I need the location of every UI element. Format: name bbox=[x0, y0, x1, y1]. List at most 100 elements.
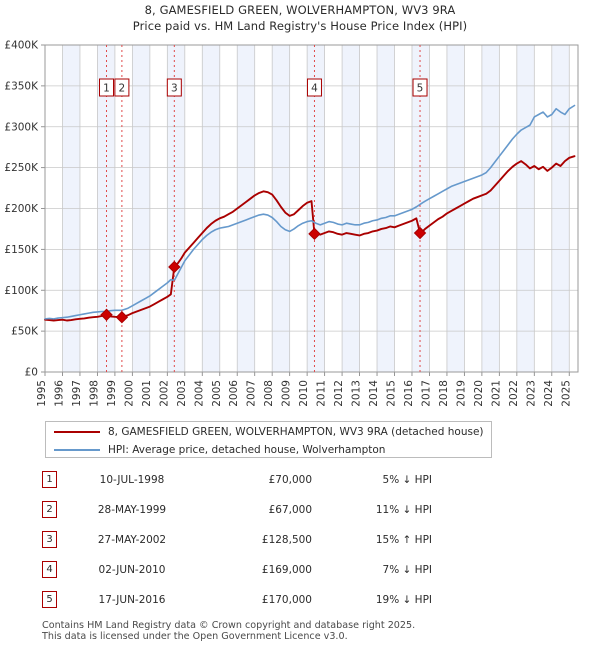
x-axis-tick-label: 2013 bbox=[351, 380, 363, 407]
x-axis-tick-label: 2015 bbox=[386, 380, 398, 407]
transaction-date: 10-JUL-1998 bbox=[99, 473, 165, 486]
x-axis-tick-label: 2020 bbox=[473, 380, 485, 407]
table-row: 3 27-MAY-2002 £128,500 15% ↑ HPI bbox=[42, 528, 502, 551]
annotation-label-text: 3 bbox=[171, 83, 178, 95]
x-axis-tick-label: 2012 bbox=[333, 380, 345, 407]
legend-label-hpi: HPI: Average price, detached house, Wolv… bbox=[108, 443, 386, 456]
y-axis-tick-label: £250K bbox=[4, 162, 39, 174]
x-axis-tick-label: 2001 bbox=[141, 380, 153, 407]
transaction-marker[interactable] bbox=[100, 308, 113, 321]
page-title: 8, GAMESFIELD GREEN, WOLVERHAMPTON, WV3 … bbox=[0, 2, 600, 34]
transaction-date: 27-MAY-2002 bbox=[97, 533, 167, 546]
chart-area: £0 £50K £100K £150K £200K £250K £300K £350K £400… bbox=[4, 40, 579, 407]
legend-label-property: 8, GAMESFIELD GREEN, WOLVERHAMPTON, WV3 … bbox=[108, 425, 484, 438]
transaction-marker[interactable] bbox=[413, 226, 427, 240]
y-axis-tick-label: £400K bbox=[4, 40, 39, 52]
transaction-price: £169,000 bbox=[261, 563, 312, 576]
annotation-label-box[interactable] bbox=[99, 78, 115, 97]
y-axis-tick-label: £200K bbox=[4, 203, 39, 215]
footer-line-licence: This data is licensed under the Open Gov… bbox=[42, 631, 348, 642]
transaction-hpi-delta: 7% ↓ HPI bbox=[382, 563, 432, 576]
transaction-index-badge: 4 bbox=[42, 561, 57, 578]
transaction-hpi-delta: 15% ↑ HPI bbox=[375, 533, 432, 546]
x-axis-tick-label: 2024 bbox=[543, 380, 555, 407]
transaction-price: £67,000 bbox=[268, 503, 312, 516]
legend-line-swatch-blue-icon bbox=[54, 448, 100, 451]
annotation-label-box[interactable] bbox=[412, 78, 428, 97]
x-axis-tick-label: 2021 bbox=[490, 380, 502, 407]
x-axis-tick-label: 2004 bbox=[193, 380, 205, 407]
x-axis-tick-label: 2003 bbox=[176, 380, 188, 407]
legend-line-swatch-red-icon bbox=[54, 430, 100, 433]
x-axis-tick-label: 2006 bbox=[228, 380, 240, 407]
x-axis-tick-label: 2008 bbox=[263, 380, 275, 407]
x-axis-tick-label: 2010 bbox=[298, 380, 310, 407]
transactions-table: 1 10-JUL-1998 £70,000 5% ↓ HPI 2 28-MAY-1999 £… bbox=[42, 468, 502, 618]
y-axis-tick-label: £50K bbox=[11, 326, 39, 338]
transaction-marker[interactable] bbox=[115, 311, 129, 324]
transaction-price: £128,500 bbox=[261, 533, 312, 546]
x-axis-tick-label: 1999 bbox=[106, 380, 118, 407]
chart-legend: 8, GAMESFIELD GREEN, WOLVERHAMPTON, WV3 … bbox=[45, 421, 492, 458]
title-line-subtitle: Price paid vs. HM Land Registry's House … bbox=[132, 19, 468, 33]
x-axis-tick-label: 1996 bbox=[53, 380, 65, 407]
legend-entry-hpi: HPI: Average price, detached house, Wolv… bbox=[46, 441, 491, 458]
x-axis-tick-label: 2000 bbox=[123, 380, 135, 407]
transaction-price: £70,000 bbox=[268, 473, 312, 486]
x-axis-tick-label: 2017 bbox=[420, 380, 432, 407]
transaction-marker[interactable] bbox=[168, 260, 181, 274]
transaction-index-badge: 1 bbox=[42, 471, 57, 488]
table-row: 1 10-JUL-1998 £70,000 5% ↓ HPI bbox=[42, 468, 502, 491]
legend-entry-property: 8, GAMESFIELD GREEN, WOLVERHAMPTON, WV3 … bbox=[46, 423, 491, 440]
x-axis-tick-label: 2002 bbox=[158, 380, 170, 407]
annotation-label-box[interactable] bbox=[166, 78, 182, 97]
annotation-label-text: 1 bbox=[103, 83, 110, 95]
y-axis-tick-label: £300K bbox=[4, 121, 39, 133]
x-axis-tick-label: 2019 bbox=[455, 380, 467, 407]
transaction-hpi-delta: 19% ↓ HPI bbox=[375, 593, 432, 606]
series-line-property bbox=[44, 155, 576, 322]
footer-attribution: Contains HM Land Registry data © Crown c… bbox=[42, 620, 562, 642]
transaction-date: 17-JUN-2016 bbox=[98, 593, 166, 606]
footer-line-copyright: Contains HM Land Registry data © Crown c… bbox=[42, 620, 416, 631]
x-axis-tick-label: 2016 bbox=[403, 380, 415, 407]
x-axis-tick-label: 2025 bbox=[560, 380, 572, 407]
x-axis-tick-label: 1995 bbox=[36, 380, 48, 407]
price-history-chart: £0 £50K £100K £150K £200K £250K £300K £350K £400… bbox=[4, 40, 579, 407]
plot-frame bbox=[44, 44, 579, 373]
x-axis-tick-label: 2022 bbox=[508, 380, 520, 407]
transaction-date: 28-MAY-1999 bbox=[97, 503, 167, 516]
annotation-label-box[interactable] bbox=[114, 78, 130, 97]
y-axis-tick-label: £350K bbox=[4, 80, 39, 92]
x-axis-tick-label: 1998 bbox=[88, 380, 100, 407]
transaction-price: £170,000 bbox=[261, 593, 312, 606]
x-axis-tick-label: 2009 bbox=[281, 380, 293, 407]
x-axis-tick-label: 2014 bbox=[368, 380, 380, 407]
x-axis-tick-label: 2005 bbox=[211, 380, 223, 407]
transaction-index-badge: 5 bbox=[42, 591, 57, 608]
x-axis-tick-label: 1997 bbox=[71, 380, 83, 407]
transaction-hpi-delta: 5% ↓ HPI bbox=[382, 473, 432, 486]
annotation-label-text: 4 bbox=[311, 83, 318, 95]
transaction-hpi-delta: 11% ↓ HPI bbox=[375, 503, 432, 516]
transaction-index-badge: 3 bbox=[42, 531, 57, 548]
x-axis-tick-label: 2018 bbox=[438, 380, 450, 407]
table-row: 4 02-JUN-2010 £169,000 7% ↓ HPI bbox=[42, 558, 502, 581]
annotation-label-text: 2 bbox=[119, 83, 126, 95]
y-axis-tick-label: £0 bbox=[25, 367, 38, 379]
annotation-label-text: 5 bbox=[417, 83, 424, 95]
transaction-date: 02-JUN-2010 bbox=[98, 563, 166, 576]
x-axis-tick-label: 2023 bbox=[525, 380, 537, 407]
table-row: 5 17-JUN-2016 £170,000 19% ↓ HPI bbox=[42, 588, 502, 611]
transaction-marker[interactable] bbox=[308, 227, 321, 241]
x-axis-tick-label: 2007 bbox=[246, 380, 258, 407]
annotation-label-box[interactable] bbox=[306, 78, 322, 97]
table-row: 2 28-MAY-1999 £67,000 11% ↓ HPI bbox=[42, 498, 502, 521]
y-axis-tick-label: £150K bbox=[4, 244, 39, 256]
series-line-hpi bbox=[44, 104, 576, 320]
x-axis-tick-label: 2011 bbox=[316, 380, 328, 407]
y-axis-tick-label: £100K bbox=[4, 285, 39, 297]
title-line-address: 8, GAMESFIELD GREEN, WOLVERHAMPTON, WV3 … bbox=[144, 3, 456, 17]
transaction-index-badge: 2 bbox=[42, 501, 57, 518]
